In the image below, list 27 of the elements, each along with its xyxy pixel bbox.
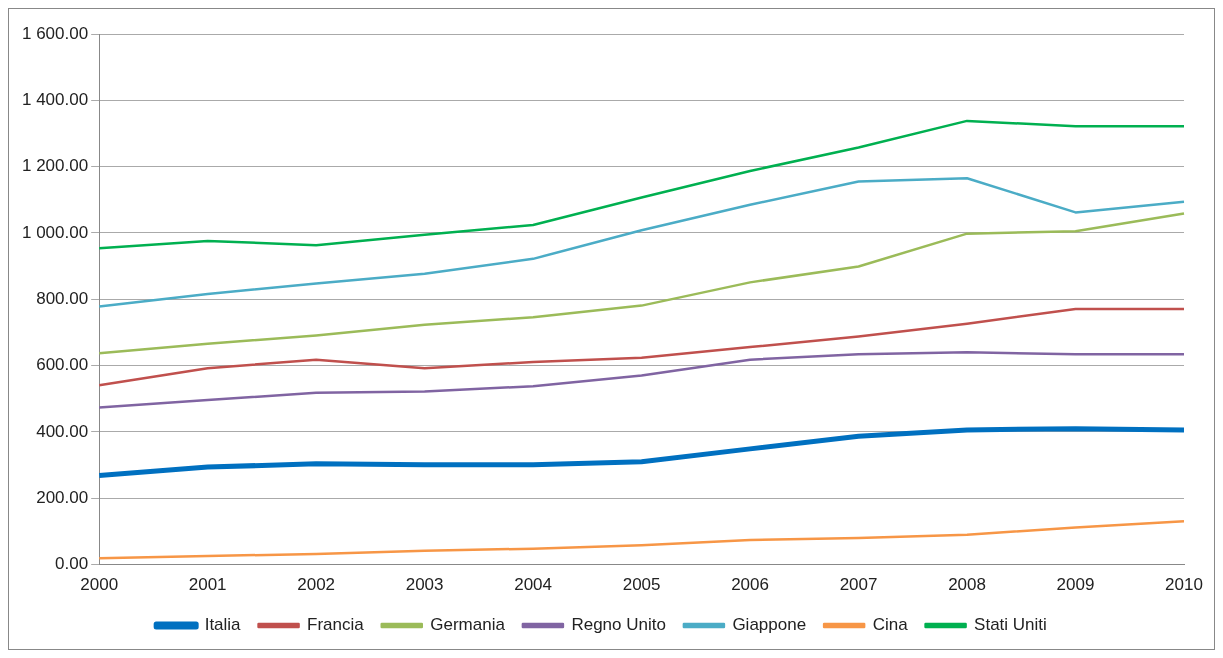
y-tick-label: 200.00 bbox=[36, 487, 89, 507]
x-tick-label: 2003 bbox=[405, 575, 444, 595]
legend-label: Italia bbox=[204, 615, 242, 635]
y-tick-label: 1 400.00 bbox=[21, 90, 89, 110]
y-tick-label: 1 000.00 bbox=[21, 222, 89, 242]
y-tick-label: 1 600.00 bbox=[21, 23, 89, 43]
x-tick-label: 2005 bbox=[622, 575, 661, 595]
x-tick-label: 2009 bbox=[1056, 575, 1095, 595]
x-tick-label: 2006 bbox=[731, 575, 769, 595]
x-tick-label: 2008 bbox=[948, 575, 986, 595]
y-tick-label: 0.00 bbox=[55, 554, 89, 574]
y-tick-label: 1 200.00 bbox=[21, 156, 89, 176]
legend-label: Stati Uniti bbox=[974, 615, 1047, 635]
y-tick-label: 600.00 bbox=[36, 355, 89, 375]
x-tick-label: 2000 bbox=[80, 575, 119, 595]
x-tick-label: 2004 bbox=[514, 575, 553, 595]
legend-label: Giappone bbox=[732, 615, 807, 635]
y-tick-label: 800.00 bbox=[36, 288, 89, 308]
legend-label: Regno Unito bbox=[571, 615, 666, 635]
x-tick-label: 2007 bbox=[839, 575, 878, 595]
x-tick-label: 2001 bbox=[188, 575, 227, 595]
legend-label: Cina bbox=[872, 615, 909, 635]
x-tick-label: 2010 bbox=[1165, 575, 1203, 595]
legend-label: Francia bbox=[307, 615, 365, 635]
x-tick-label: 2002 bbox=[297, 575, 336, 595]
legend-label: Germania bbox=[430, 615, 506, 635]
y-tick-label: 400.00 bbox=[36, 421, 89, 441]
